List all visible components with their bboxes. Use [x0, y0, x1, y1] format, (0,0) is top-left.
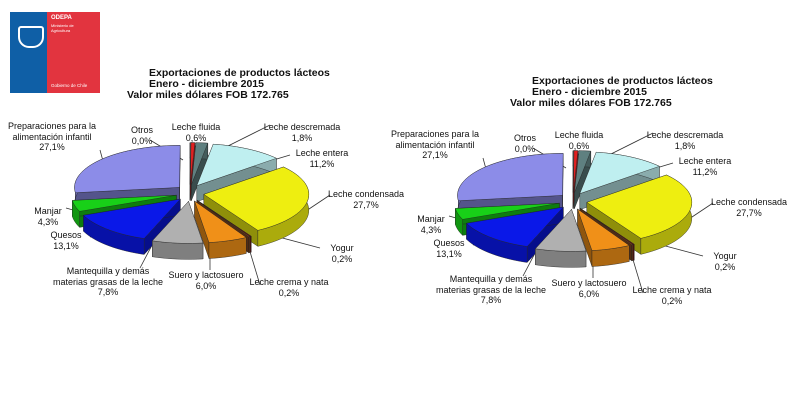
slice-label: Manjar	[34, 206, 62, 216]
logo-org: ODEPA	[51, 15, 72, 21]
slice-label: Leche fluida	[554, 130, 604, 140]
data-label-suero: Suero y lactosuero 6,0%	[551, 278, 626, 299]
slice-label: Preparaciones para la alimentación infan…	[7, 121, 97, 142]
data-label-manjar: Manjar 4,3%	[34, 206, 62, 227]
data-label-entera: Leche entera 11,2%	[296, 148, 349, 169]
slice-value: 11,2%	[309, 158, 335, 169]
slice-value: 6,0%	[195, 280, 217, 291]
data-label-mantequilla: Mantequilla y demás materias grasas de l…	[52, 266, 164, 298]
slice-label: Suero y lactosuero	[551, 278, 627, 288]
data-label-yogur: Yogur 0,2%	[330, 243, 353, 264]
pie-slice-suero	[194, 200, 247, 259]
slice-value: 0,0%	[514, 143, 536, 154]
chart-title: Exportaciones de productos lácteos Enero …	[127, 68, 330, 101]
slice-value: 7,8%	[97, 287, 119, 297]
slice-label: Leche descremada	[263, 122, 341, 132]
slice-value: 27,1%	[39, 142, 65, 152]
slice-value: 0,2%	[661, 295, 683, 306]
coat-of-arms-icon	[18, 26, 44, 48]
slice-value: 1,8%	[291, 132, 313, 143]
slice-value: 4,3%	[37, 216, 59, 227]
data-label-condensada: Leche condensada 27,7%	[711, 197, 787, 218]
slice-label: Leche descremada	[646, 130, 724, 140]
slice-value: 7,8%	[480, 295, 502, 305]
pie-slice-mantequilla	[534, 208, 587, 268]
slice-value: 0,0%	[131, 135, 153, 146]
data-label-fluida: Leche fluida 0,6%	[172, 122, 221, 143]
data-label-otros: Otros 0,0%	[131, 125, 153, 146]
slice-value: 13,1%	[53, 240, 79, 251]
slice-label: Suero y lactosuero	[168, 270, 244, 280]
pie-slice-descremada	[191, 142, 209, 201]
slice-value: 13,1%	[436, 248, 462, 259]
slice-label: Leche crema y nata	[632, 285, 712, 295]
data-label-preparaciones: Preparaciones para la alimentación infan…	[385, 129, 485, 161]
slice-label: Manjar	[417, 214, 445, 224]
slice-label: Quesos	[433, 238, 465, 248]
slice-value: 11,2%	[692, 166, 718, 177]
slice-value: 4,3%	[420, 224, 442, 235]
logo-red-panel: ODEPA Ministerio de Agricultura Gobierno…	[47, 12, 100, 93]
slice-label: Leche fluida	[171, 122, 221, 132]
pie-chart-1: Exportaciones de productos lácteos Enero …	[0, 0, 404, 400]
chart-title-line: Exportaciones de productos lácteos	[149, 67, 330, 79]
data-label-crema: Leche crema y nata 0,2%	[632, 285, 711, 306]
pie-slice-suero	[577, 208, 630, 267]
chart-title-line: Enero - diciembre 2015	[149, 78, 264, 90]
logo-government: Gobierno de Chile	[51, 83, 88, 88]
slice-label: Mantequilla y demás materias grasas de l…	[435, 274, 547, 295]
slice-label: Yogur	[713, 251, 737, 261]
pie-chart-2: Exportaciones de productos lácteos Enero …	[383, 8, 787, 408]
slice-value: 0,2%	[331, 253, 353, 264]
data-label-entera: Leche entera 11,2%	[679, 156, 732, 177]
slice-value: 0,2%	[714, 261, 736, 272]
logo-ministry: Ministerio de Agricultura	[51, 23, 74, 33]
data-label-quesos: Quesos 13,1%	[50, 230, 81, 251]
data-label-suero: Suero y lactosuero 6,0%	[168, 270, 243, 291]
data-label-quesos: Quesos 13,1%	[433, 238, 464, 259]
slice-value: 6,0%	[578, 288, 600, 299]
data-label-manjar: Manjar 4,3%	[417, 214, 445, 235]
slice-value: 27,7%	[353, 199, 379, 210]
data-label-otros: Otros 0,0%	[514, 133, 536, 154]
slice-label: Otros	[130, 125, 154, 135]
slice-label: Otros	[513, 133, 537, 143]
chart-title-line: Exportaciones de productos lácteos	[532, 75, 713, 87]
odepa-logo: ODEPA Ministerio de Agricultura Gobierno…	[10, 12, 100, 93]
slice-value: 1,8%	[674, 140, 696, 151]
data-label-crema: Leche crema y nata 0,2%	[249, 277, 328, 298]
pie-slice-condensada	[203, 166, 310, 247]
chart-title-line: Valor miles dólares FOB 172.765	[510, 97, 672, 109]
chart-title-line: Valor miles dólares FOB 172.765	[127, 89, 289, 101]
slice-value: 0,6%	[568, 140, 590, 151]
data-label-fluida: Leche fluida 0,6%	[555, 130, 604, 151]
slice-label: Yogur	[330, 243, 354, 253]
slice-label: Leche condensada	[327, 189, 405, 199]
slice-value: 27,7%	[736, 207, 762, 218]
data-label-descremada: Leche descremada 1,8%	[647, 130, 724, 151]
data-label-preparaciones: Preparaciones para la alimentación infan…	[2, 121, 102, 153]
slice-label: Leche condensada	[710, 197, 788, 207]
slice-value: 0,6%	[185, 132, 207, 143]
slice-label: Mantequilla y demás materias grasas de l…	[52, 266, 164, 287]
logo-blue-panel	[10, 12, 47, 93]
slice-label: Leche entera	[295, 148, 349, 158]
chart-title-line: Enero - diciembre 2015	[532, 86, 647, 98]
slice-label: Quesos	[50, 230, 82, 240]
pie-slice-descremada	[574, 150, 592, 209]
slice-label: Leche crema y nata	[249, 277, 329, 287]
data-label-descremada: Leche descremada 1,8%	[264, 122, 341, 143]
pie-slice-mantequilla	[151, 200, 204, 260]
slice-value: 27,1%	[422, 150, 448, 160]
slice-label: Preparaciones para la alimentación infan…	[390, 129, 480, 150]
data-label-mantequilla: Mantequilla y demás materias grasas de l…	[435, 274, 547, 306]
slice-value: 0,2%	[278, 287, 300, 298]
chart-title: Exportaciones de productos lácteos Enero …	[510, 76, 713, 109]
data-label-yogur: Yogur 0,2%	[713, 251, 736, 272]
data-label-condensada: Leche condensada 27,7%	[328, 189, 404, 210]
slice-label: Leche entera	[678, 156, 732, 166]
